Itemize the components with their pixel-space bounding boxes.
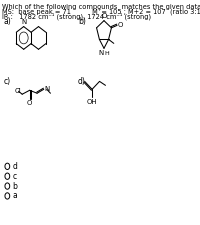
Text: b): b) [78, 17, 86, 26]
Text: c: c [13, 172, 17, 181]
Text: a: a [13, 191, 17, 200]
Text: d): d) [78, 77, 86, 86]
Text: O: O [101, 13, 107, 19]
Text: Which of the following compounds  matches the given data?: Which of the following compounds matches… [2, 4, 200, 10]
Text: N: N [22, 19, 27, 25]
Text: O: O [118, 22, 123, 28]
Text: OH: OH [87, 99, 97, 105]
Text: b: b [13, 182, 17, 191]
Text: MS:  base peak = 71          M⁺= 105 ; M+2 = 107  (ratio 3:1): MS: base peak = 71 M⁺= 105 ; M+2 = 107 (… [2, 8, 200, 16]
Text: H: H [105, 51, 109, 56]
Text: Cl: Cl [15, 88, 22, 94]
Text: a): a) [4, 17, 11, 26]
Text: N: N [98, 50, 103, 56]
Text: c): c) [4, 77, 11, 86]
Text: O: O [27, 100, 32, 106]
Text: d: d [13, 162, 17, 171]
Text: IR :   1782 cm⁻¹ (strong), 1724 cm⁻¹ (strong): IR : 1782 cm⁻¹ (strong), 1724 cm⁻¹ (stro… [2, 12, 151, 20]
Text: N: N [45, 86, 50, 92]
